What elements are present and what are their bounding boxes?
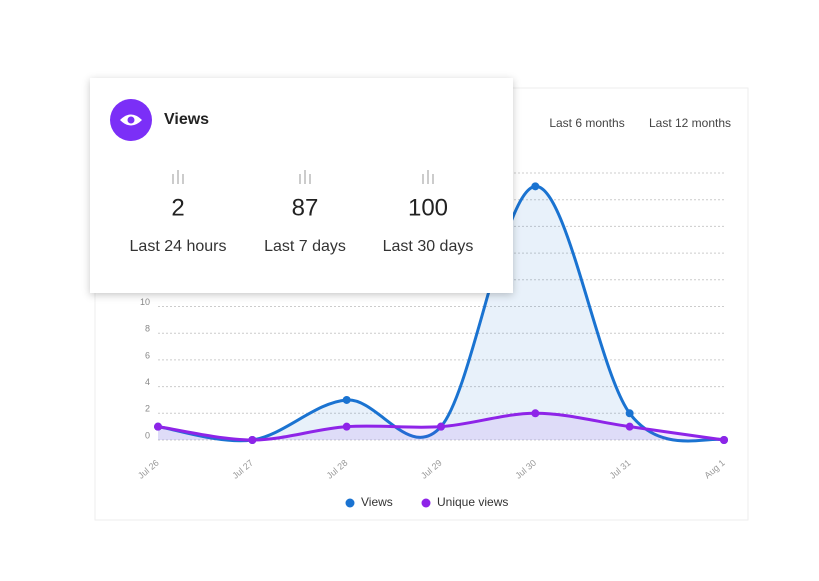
- data-point: [248, 436, 257, 444]
- y-tick-label: 0: [145, 430, 150, 440]
- series-area: [158, 186, 724, 441]
- series-line: [157, 184, 725, 443]
- stat-label: Last 7 days: [264, 238, 346, 255]
- stats-card: Views 2 Last 24 hours 87 Last 7 days 100 Last…: [90, 78, 513, 293]
- data-point: [154, 422, 162, 431]
- stat-icon: [422, 174, 424, 184]
- stat-value: 2: [171, 194, 184, 221]
- legend-label: Views: [361, 495, 393, 509]
- y-tick-label: 10: [140, 297, 150, 307]
- stat-label: Last 30 days: [383, 238, 474, 255]
- legend-swatch: [345, 498, 355, 508]
- y-tick-label: 2: [145, 404, 150, 414]
- stat-icon: [177, 170, 179, 184]
- data-point: [531, 182, 540, 191]
- legend-swatch: [421, 498, 431, 508]
- data-point: [437, 422, 445, 431]
- stat-icon: [172, 174, 174, 184]
- stat-icon: [427, 170, 429, 184]
- data-point: [625, 422, 634, 431]
- stat-icon: [304, 170, 306, 184]
- data-point: [531, 409, 540, 418]
- stat-value: 87: [292, 194, 319, 221]
- data-point: [342, 422, 351, 431]
- data-point: [720, 436, 728, 444]
- stat-label: Last 24 hours: [130, 238, 227, 255]
- stat-icon: [299, 174, 301, 184]
- y-tick-label: 6: [145, 350, 150, 360]
- y-tick-label: 8: [145, 324, 150, 334]
- stat-icon: [182, 174, 184, 184]
- eye-pupil: [127, 116, 135, 124]
- legend-label: Unique views: [437, 495, 508, 509]
- stat-value: 100: [408, 194, 448, 221]
- stat-icon: [432, 174, 434, 184]
- card-title: Views: [164, 111, 209, 128]
- data-point: [342, 395, 351, 404]
- data-point: [625, 409, 634, 418]
- tab[interactable]: Last 6 months: [549, 116, 624, 130]
- card-bg: [90, 78, 513, 293]
- y-tick-label: 4: [145, 377, 150, 387]
- stat-icon: [309, 174, 311, 184]
- tab[interactable]: Last 12 months: [649, 116, 731, 130]
